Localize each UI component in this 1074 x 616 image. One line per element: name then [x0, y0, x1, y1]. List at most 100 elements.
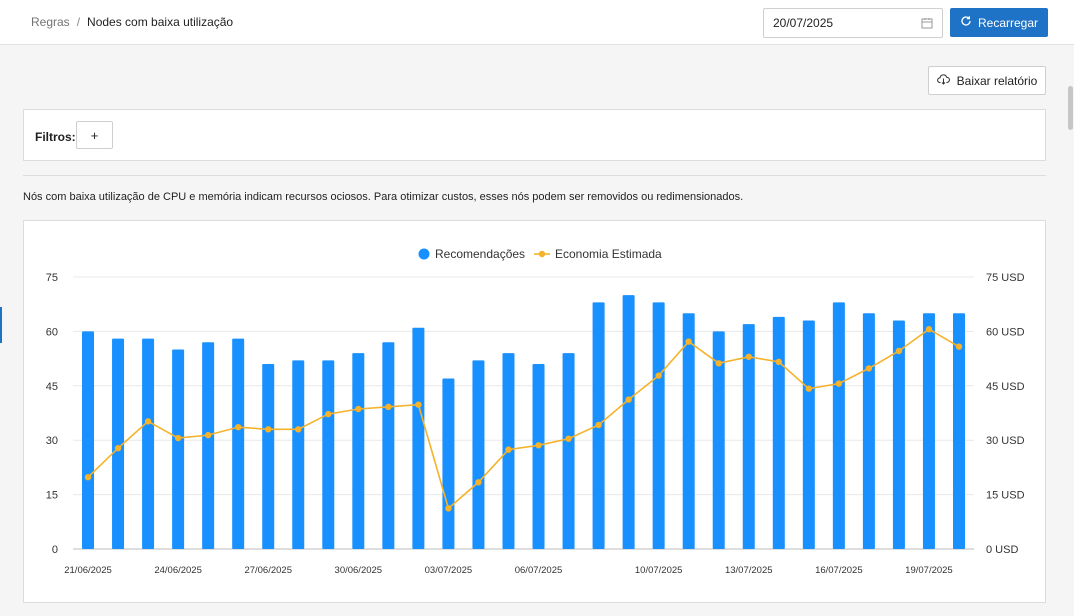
y-left-tick-label: 0	[52, 544, 58, 556]
x-tick-label: 27/06/2025	[244, 565, 292, 576]
x-tick-label: 21/06/2025	[64, 565, 112, 576]
section-divider	[23, 175, 1046, 176]
y-right-tick-label: 60 USD	[986, 326, 1025, 338]
bar	[532, 364, 545, 549]
breadcrumb: Regras / Nodes com baixa utilização	[31, 15, 233, 29]
y-right-tick-label: 15 USD	[986, 490, 1025, 502]
savings-point	[144, 418, 152, 425]
legend-label-economia: Economia Estimada	[555, 247, 662, 261]
reload-button-label: Recarregar	[977, 15, 1039, 30]
breadcrumb-separator: /	[76, 15, 81, 29]
date-picker[interactable]: 20/07/2025	[763, 8, 943, 38]
cloud-download-icon	[936, 73, 950, 88]
filters-label: Filtros:	[35, 130, 76, 144]
bar	[802, 320, 815, 549]
bar	[112, 338, 125, 549]
savings-point	[535, 442, 542, 449]
bar	[922, 313, 935, 549]
bar	[742, 324, 755, 549]
reload-button[interactable]: Recarregar	[950, 8, 1048, 37]
y-left-tick-label: 75	[46, 272, 58, 284]
savings-point	[295, 426, 302, 433]
savings-point	[565, 435, 572, 442]
y-left-tick-label: 15	[46, 490, 58, 502]
chart-card: 0 15 30 45 60 75 0 USD 15 USD 30 USD 45 USD 60 USD…	[23, 220, 1046, 603]
savings-point	[715, 360, 722, 367]
savings-point	[204, 431, 212, 439]
x-tick-label: 24/06/2025	[154, 565, 202, 576]
sidebar-active-indicator	[0, 307, 2, 343]
savings-point	[385, 403, 392, 411]
bar	[142, 338, 155, 549]
bar	[412, 327, 425, 549]
y-left-tick-label: 60	[46, 326, 58, 338]
legend-line-point	[538, 250, 546, 258]
filters-panel: Filtros: +	[23, 109, 1046, 161]
bar	[952, 313, 965, 549]
scrollbar-thumb[interactable]	[1068, 86, 1073, 130]
savings-point	[835, 380, 843, 387]
bar	[82, 331, 95, 549]
savings-point	[655, 372, 662, 379]
savings-point	[445, 505, 452, 512]
savings-point	[505, 446, 512, 453]
bar	[202, 342, 215, 549]
x-tick-label: 13/07/2025	[725, 565, 773, 576]
savings-point	[265, 426, 272, 433]
savings-line	[87, 328, 960, 510]
bar	[232, 338, 245, 549]
bar	[262, 364, 275, 549]
savings-point	[595, 421, 602, 429]
y-right-tick-label: 75 USD	[986, 272, 1025, 284]
date-picker-value: 20/07/2025	[773, 16, 834, 30]
chart-legend: Recomendações Economia Estimada	[418, 247, 662, 261]
y-right-tick-label: 45 USD	[986, 381, 1025, 393]
breadcrumb-current: Nodes com baixa utilização	[87, 15, 234, 29]
savings-point	[174, 434, 182, 442]
bar	[652, 302, 665, 549]
y-right-tick-label: 0 USD	[986, 544, 1018, 556]
savings-point	[955, 343, 963, 350]
bar	[832, 302, 845, 549]
savings-point	[805, 385, 813, 392]
savings-point	[415, 401, 422, 408]
savings-point	[355, 405, 362, 413]
y-right-tick-label: 30 USD	[986, 435, 1025, 447]
refresh-icon	[960, 15, 972, 30]
savings-point	[775, 358, 782, 366]
breadcrumb-link-regras[interactable]: Regras	[31, 15, 70, 29]
savings-point	[895, 347, 903, 355]
bar	[352, 353, 365, 549]
savings-point	[625, 396, 632, 403]
bar	[442, 378, 455, 549]
savings-point	[325, 410, 332, 418]
bar	[772, 316, 785, 549]
scrollbar-track[interactable]	[1066, 45, 1074, 616]
legend-bar-marker	[418, 248, 430, 260]
download-report-button[interactable]: Baixar relatório	[928, 66, 1046, 95]
savings-point	[84, 473, 92, 481]
bar	[382, 342, 395, 549]
savings-point	[234, 423, 242, 431]
y-left-tick-label: 30	[46, 435, 58, 447]
utilization-chart: 0 15 30 45 60 75 0 USD 15 USD 30 USD 45 USD 60 USD…	[46, 247, 1025, 576]
savings-point	[745, 353, 752, 360]
x-tick-label: 19/07/2025	[905, 565, 953, 576]
legend-label-recomendacoes: Recomendações	[435, 247, 525, 261]
x-tick-label: 03/07/2025	[425, 565, 473, 576]
savings-point	[685, 338, 692, 345]
bar	[622, 295, 635, 549]
bar	[862, 313, 875, 549]
bar	[712, 331, 725, 549]
bar	[682, 313, 695, 549]
x-tick-label: 10/07/2025	[635, 565, 683, 576]
savings-point	[925, 326, 933, 333]
bar	[892, 320, 905, 549]
savings-point	[475, 479, 482, 486]
savings-point	[114, 444, 122, 452]
y-left-tick-label: 45	[46, 381, 58, 393]
x-tick-label: 30/06/2025	[335, 565, 383, 576]
savings-point	[865, 365, 873, 372]
add-filter-button[interactable]: +	[76, 121, 113, 149]
x-tick-label: 06/07/2025	[515, 565, 563, 576]
